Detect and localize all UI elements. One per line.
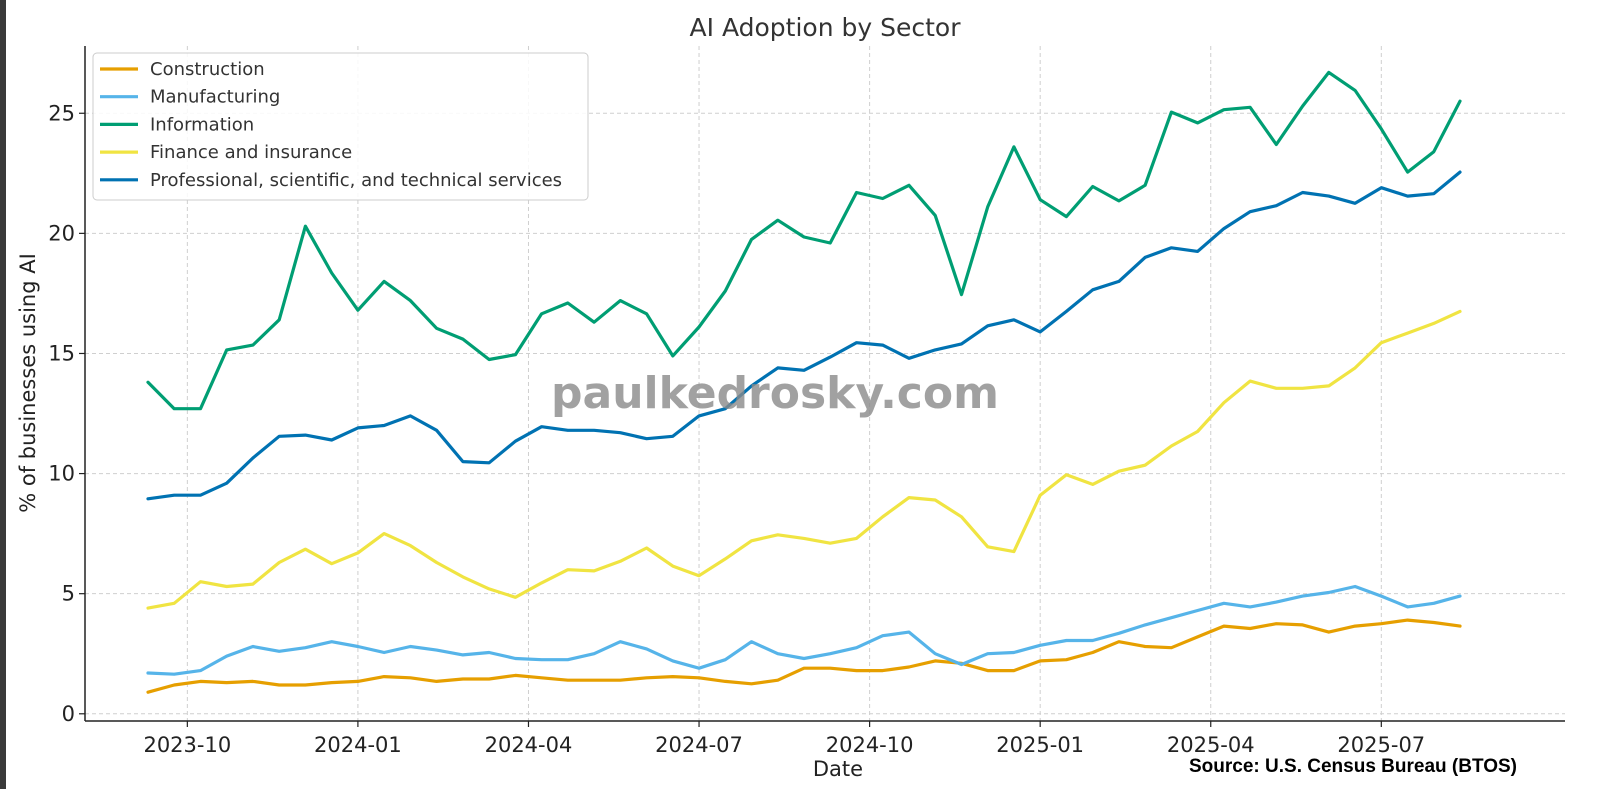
x-tick-label: 2023-10 <box>143 733 231 757</box>
legend-label-professional-scientific-and-technical-services: Professional, scientific, and technical … <box>150 170 562 191</box>
legend-label-information: Information <box>150 114 254 135</box>
legend-label-construction: Construction <box>150 59 265 80</box>
x-tick-label: 2024-10 <box>826 733 914 757</box>
y-tick-label: 5 <box>62 582 75 606</box>
series-line-manufacturing <box>146 584 1462 676</box>
axes <box>84 46 1565 722</box>
legend-label-manufacturing: Manufacturing <box>150 87 280 108</box>
series-line-professional-scientific-and-technical-services <box>146 170 1462 501</box>
watermark: paulkedrosky.com <box>551 368 999 419</box>
legend-box <box>92 52 589 201</box>
legend-label-finance-and-insurance: Finance and insurance <box>150 142 352 163</box>
series-line-information <box>146 70 1462 411</box>
x-tick-label: 2025-07 <box>1337 733 1425 757</box>
y-axis-label: % of businesses using AI <box>16 253 40 513</box>
series-lines <box>146 70 1462 694</box>
y-tick-label: 25 <box>48 101 75 125</box>
series-line-finance-and-insurance <box>146 309 1462 610</box>
chart-title: AI Adoption by Sector <box>690 13 962 42</box>
left-window-edge <box>0 0 6 789</box>
x-tick-label: 2024-07 <box>655 733 743 757</box>
y-tick-label: 15 <box>48 341 75 365</box>
y-tick-label: 0 <box>62 702 75 726</box>
x-tick-label: 2024-04 <box>485 733 573 757</box>
source-note: Source: U.S. Census Bureau (BTOS) <box>1189 756 1517 777</box>
x-axis-label: Date <box>813 757 863 781</box>
y-tick-label: 10 <box>48 462 75 486</box>
x-tick-label: 2025-04 <box>1167 733 1255 757</box>
x-tick-label: 2024-01 <box>314 733 402 757</box>
series-line-construction <box>146 618 1462 694</box>
legend: Construction Manufacturing Information Fina… <box>92 52 589 201</box>
y-axis-ticks: 0 5 10 15 20 25 <box>48 101 85 726</box>
x-tick-label: 2025-01 <box>996 733 1084 757</box>
y-tick-label: 20 <box>48 221 75 245</box>
x-axis-ticks: 2023-10 2024-01 2024-04 2024-07 2024-10 2025-… <box>143 721 1425 757</box>
